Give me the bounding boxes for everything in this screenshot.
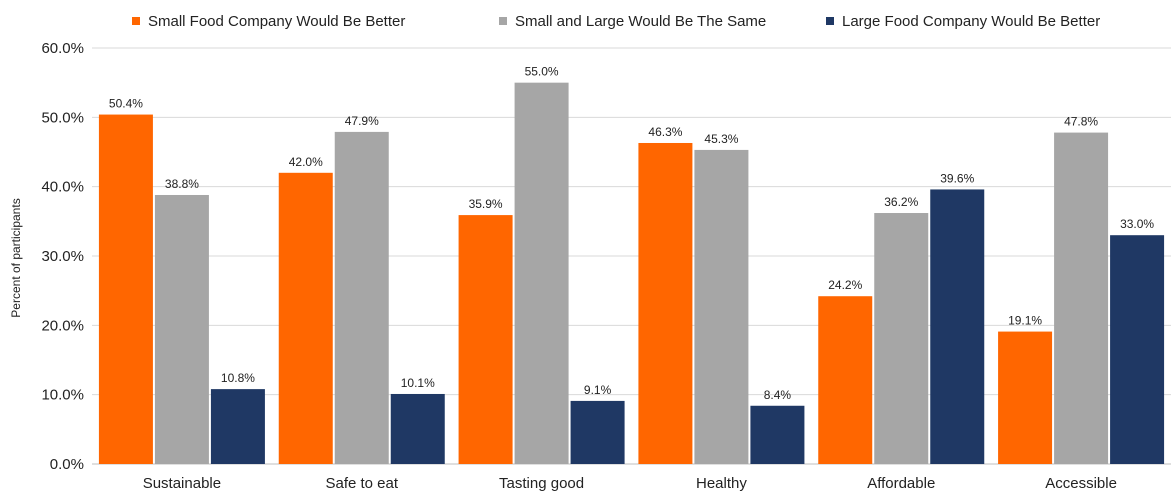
data-label: 42.0% <box>289 155 323 169</box>
x-category-label: Healthy <box>696 475 747 492</box>
y-axis-label: Percent of participants <box>9 198 23 317</box>
bar <box>930 189 985 464</box>
x-category-label: Affordable <box>867 475 935 492</box>
bar <box>750 405 805 464</box>
legend-swatch <box>132 17 140 25</box>
legend-label: Small and Large Would Be The Same <box>515 13 766 30</box>
x-category-label: Sustainable <box>143 475 221 492</box>
data-label: 35.9% <box>469 197 503 211</box>
bar <box>818 296 873 464</box>
y-axis-ticks: 0.0% 10.0% 20.0% 30.0% 40.0% 50.0% 60.0% <box>41 40 84 473</box>
bar <box>570 400 625 464</box>
y-tick-label: 10.0% <box>41 387 84 404</box>
bar <box>694 149 749 465</box>
data-label: 39.6% <box>940 171 974 185</box>
y-tick-label: 0.0% <box>50 456 84 473</box>
data-label: 10.1% <box>401 376 435 390</box>
x-category-label: Accessible <box>1045 475 1117 492</box>
bar <box>278 172 333 465</box>
bar <box>1110 235 1165 464</box>
x-axis-categories: Sustainable Safe to eat Tasting good Health… <box>143 475 1117 492</box>
legend-swatch <box>826 17 834 25</box>
y-tick-label: 60.0% <box>41 40 84 57</box>
data-label: 10.8% <box>221 371 255 385</box>
y-tick-label: 20.0% <box>41 317 84 334</box>
data-label: 38.8% <box>165 177 199 191</box>
data-label: 45.3% <box>704 132 738 146</box>
x-category-label: Tasting good <box>499 475 584 492</box>
x-category-label: Safe to eat <box>325 475 398 492</box>
bar <box>210 389 265 464</box>
data-label: 50.4% <box>109 97 143 111</box>
y-tick-label: 30.0% <box>41 248 84 265</box>
bar <box>514 82 569 465</box>
y-tick-label: 50.0% <box>41 109 84 126</box>
bars <box>98 82 1165 465</box>
bar <box>390 393 445 464</box>
legend-label: Small Food Company Would Be Better <box>148 13 405 30</box>
bar <box>1054 132 1109 464</box>
bar <box>154 194 209 464</box>
y-tick-label: 40.0% <box>41 179 84 196</box>
bar <box>458 215 513 464</box>
data-label: 47.8% <box>1064 115 1098 129</box>
bar <box>98 114 153 464</box>
bar <box>334 131 389 465</box>
data-label: 8.4% <box>764 388 792 402</box>
bar <box>998 331 1053 464</box>
bar <box>638 142 693 464</box>
data-label: 9.1% <box>584 383 612 397</box>
data-label: 55.0% <box>525 65 559 79</box>
legend: Small Food Company Would Be Better Small … <box>132 13 1100 30</box>
bar <box>874 213 929 464</box>
legend-label: Large Food Company Would Be Better <box>842 13 1100 30</box>
legend-swatch <box>499 17 507 25</box>
data-label: 33.0% <box>1120 217 1154 231</box>
data-labels: 50.4% 38.8% 10.8% 42.0% 47.9% 10.1% 35.9% 55.0%… <box>109 65 1155 402</box>
data-label: 19.1% <box>1008 314 1042 328</box>
gridlines <box>92 47 1171 465</box>
data-label: 46.3% <box>648 125 682 139</box>
data-label: 36.2% <box>884 195 918 209</box>
data-label: 47.9% <box>345 114 379 128</box>
data-label: 24.2% <box>828 278 862 292</box>
